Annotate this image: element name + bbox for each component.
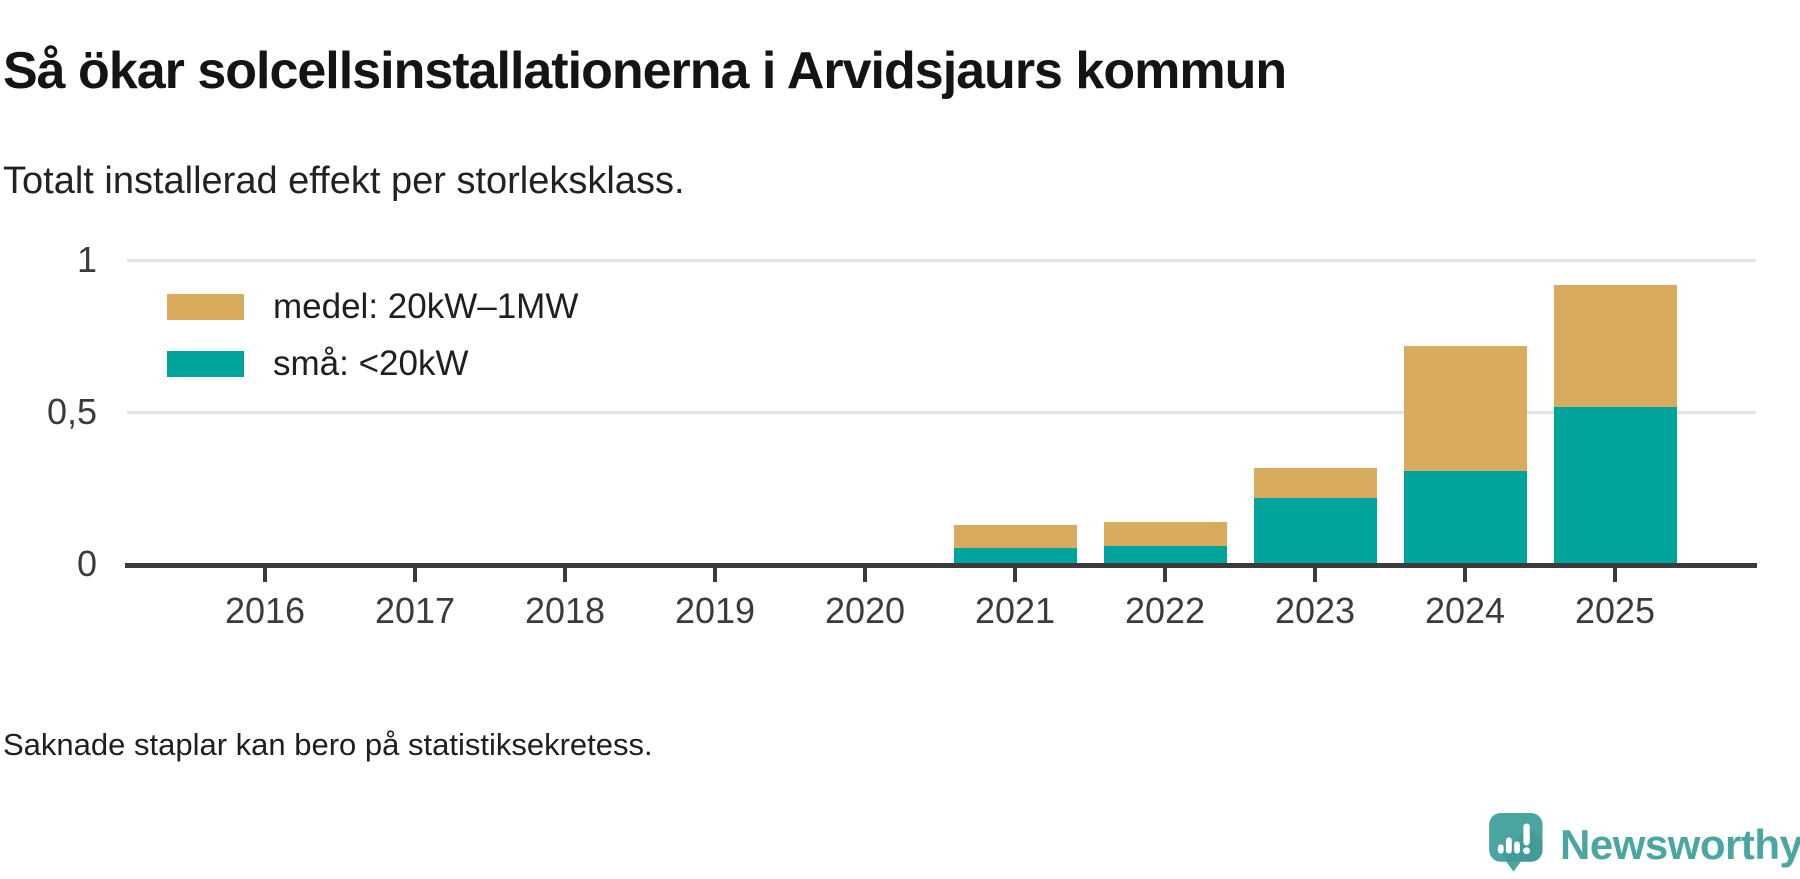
x-axis-tick	[563, 568, 567, 582]
bar-segment-2023	[1254, 498, 1377, 565]
bar-segment-2021	[954, 525, 1077, 548]
legend-item: medel: 20kW–1MW	[167, 287, 578, 327]
x-axis-tick	[263, 568, 267, 582]
x-axis-year-label: 2017	[374, 590, 456, 631]
x-axis-tick	[1463, 568, 1467, 582]
bar-segment-2021	[954, 548, 1077, 565]
y-gridline	[127, 259, 1756, 262]
x-axis-year-label: 2025	[1574, 590, 1656, 631]
x-axis-year-label: 2016	[224, 590, 306, 631]
x-axis-tick	[413, 568, 417, 582]
page-title: Så ökar solcellsinstallationerna i Arvid…	[3, 41, 1287, 100]
bar-segment-2022	[1104, 546, 1227, 565]
x-axis-line	[125, 563, 1757, 568]
x-axis-year-label: 2022	[1124, 590, 1206, 631]
newsworthy-logo[interactable]: Newsworthy	[1488, 810, 1800, 879]
x-axis-year-label: 2024	[1424, 590, 1506, 631]
chart-footnote: Saknade staplar kan bero på statistiksek…	[3, 727, 653, 762]
x-axis-tick	[1613, 568, 1617, 582]
x-axis-year-label: 2018	[524, 590, 606, 631]
newsworthy-chart-bubble-icon	[1488, 810, 1546, 879]
bar-segment-2022	[1104, 522, 1227, 546]
x-axis-tick	[863, 568, 867, 582]
legend-swatch	[167, 294, 244, 320]
bar-segment-2023	[1254, 468, 1377, 498]
y-axis-tick-label: 0,5	[46, 391, 97, 432]
x-axis-year-label: 2020	[824, 590, 906, 631]
x-axis-tick	[713, 568, 717, 582]
x-axis-tick	[1313, 568, 1317, 582]
brand-name: Newsworthy	[1560, 820, 1800, 868]
x-axis-tick	[1163, 568, 1167, 582]
legend-item: små: <20kW	[167, 344, 468, 384]
y-axis-tick-label: 0	[76, 543, 97, 584]
x-axis-tick	[1013, 568, 1017, 582]
bar-segment-2024	[1404, 346, 1527, 471]
y-axis-tick-label: 1	[76, 239, 97, 280]
legend-label: små: <20kW	[273, 344, 469, 383]
legend-swatch	[167, 351, 244, 377]
chart-subtitle: Totalt installerad effekt per storlekskl…	[3, 160, 685, 202]
legend-label: medel: 20kW–1MW	[273, 287, 579, 326]
x-axis-year-label: 2019	[674, 590, 756, 631]
bar-segment-2025	[1554, 285, 1677, 407]
bar-segment-2024	[1404, 471, 1527, 565]
x-axis-year-label: 2021	[974, 590, 1056, 631]
bar-segment-2025	[1554, 407, 1677, 565]
x-axis-year-label: 2023	[1274, 590, 1356, 631]
y-gridline	[127, 411, 1756, 414]
